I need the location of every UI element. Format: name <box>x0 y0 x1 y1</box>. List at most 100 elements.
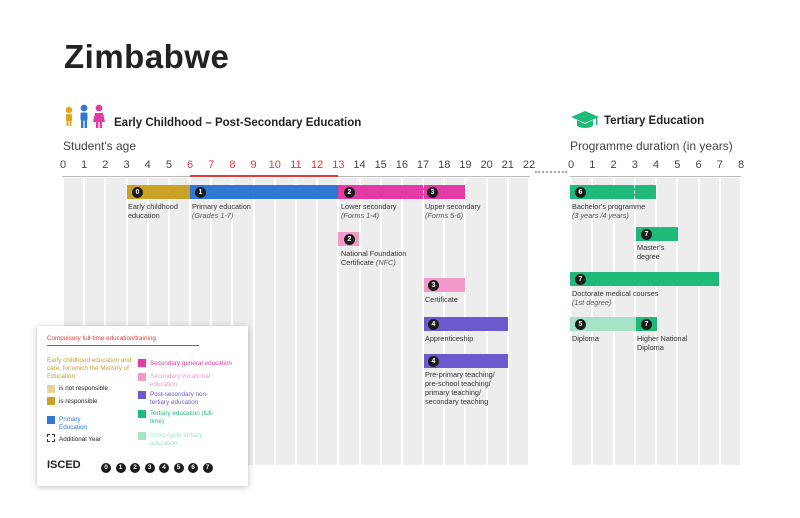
doctorate-label: Doctorate medical courses (1st degree) <box>572 289 672 307</box>
isced-badge: 2 <box>344 234 355 245</box>
age-tick: 3 <box>123 159 130 171</box>
bachelor-name: Bachelor's programme <box>572 202 646 211</box>
year-tick: 5 <box>674 159 681 171</box>
bar-doctorate <box>570 272 719 286</box>
age-tick: 11 <box>290 159 302 171</box>
isced-level-badge: 4 <box>159 463 169 473</box>
legend-additional: Additional Year <box>59 436 102 443</box>
apprenticeship-label: Apprenticeship <box>425 334 474 343</box>
isced-badge: 2 <box>344 187 355 198</box>
age-column <box>381 178 401 465</box>
legend-swatch-sec-general <box>138 359 146 367</box>
isced-badge: 7 <box>575 274 586 285</box>
legend-tertiary: Tertiary education (full-time) <box>150 410 214 425</box>
age-tick: 1 <box>81 159 88 171</box>
bar-lower-secondary <box>338 185 424 199</box>
legend-post-secondary: Post-secondary non-tertiary education <box>150 391 209 406</box>
primary-name: Primary education <box>192 202 251 211</box>
nfc-sub: (NFC) <box>375 258 396 267</box>
age-tick: 18 <box>438 159 451 171</box>
age-tick: 9 <box>250 159 257 171</box>
age-tick: 22 <box>522 159 536 171</box>
isced-level-badge: 5 <box>173 463 184 473</box>
bar-diploma <box>570 317 636 331</box>
year-tick: 7 <box>716 159 723 171</box>
age-tick: 0 <box>59 159 67 171</box>
isced-badge: 3 <box>428 280 439 291</box>
legend-responsible: is responsible <box>59 398 98 405</box>
certificate-label: Certificate <box>425 295 458 304</box>
age-tick: 15 <box>374 159 387 171</box>
graduation-cap-icon <box>570 110 600 130</box>
year-column <box>657 178 677 465</box>
age-tick: 20 <box>480 159 493 171</box>
bar-apprenticeship <box>424 317 508 331</box>
isced-level-badge: 0 <box>101 463 111 473</box>
legend-swatch-tertiary <box>138 410 146 418</box>
legend-swatch-responsible <box>47 397 55 405</box>
isced-level-badge: 1 <box>115 463 126 473</box>
isced-badge: 4 <box>428 356 439 367</box>
year-column <box>678 178 698 465</box>
age-column <box>296 178 317 465</box>
isced-level-badge: 3 <box>144 463 155 473</box>
isced-level-badge: 2 <box>130 463 140 473</box>
age-column <box>402 178 423 465</box>
upper-secondary-sub: (Forms 5-6) <box>425 211 464 220</box>
isced-level-badge: 6 <box>188 463 198 473</box>
legend-swatch-primary <box>47 416 55 424</box>
age-column <box>275 178 295 465</box>
age-tick: 17 <box>416 159 430 171</box>
isced-badge: 7 <box>641 229 652 240</box>
age-column <box>360 178 380 465</box>
legend-swatch-post-secondary <box>138 391 146 399</box>
lower-secondary-sub: (Forms 1-4) <box>341 211 380 220</box>
bachelor-sub: (3 years /4 years) <box>572 211 629 220</box>
primary-sub: (Grades 1-7) <box>192 211 234 220</box>
age-tick: 7 <box>208 159 215 171</box>
lower-secondary-name: Lower secondary <box>341 202 397 211</box>
isced-badge: 4 <box>428 319 439 330</box>
legend-compulsory-line <box>47 345 199 346</box>
isced-badge: 7 <box>641 319 652 330</box>
year-column <box>720 178 740 465</box>
age-tick: 14 <box>353 159 366 171</box>
legend-compulsory-text: Compulsory full-time education/training <box>47 335 156 342</box>
age-tick: 8 <box>229 159 236 171</box>
age-column <box>339 178 359 465</box>
age-axis-title: Student's age <box>63 139 137 153</box>
isced-badge: 1 <box>195 187 206 198</box>
age-tick: 13 <box>332 159 345 171</box>
doctorate-name: Doctorate medical courses <box>572 289 659 298</box>
year-tick: 2 <box>610 159 617 171</box>
upper-secondary-name: Upper secondary <box>425 202 481 211</box>
nfc-name: National Foundation Certificate <box>341 249 407 267</box>
legend-short-cycle: Short-cycle tertiary education <box>150 432 203 447</box>
teaching-label: Pre-primary teaching/ pre-school teachin… <box>425 370 495 406</box>
doctorate-sub: (1st degree) <box>572 298 612 307</box>
section-left-heading: Early Childhood – Post-Secondary Educati… <box>114 117 362 129</box>
age-tick: 12 <box>311 159 324 171</box>
isced-badge: 6 <box>575 187 586 198</box>
age-column <box>318 178 338 465</box>
age-column <box>254 178 274 465</box>
bachelor-label: Bachelor's programme (3 years /4 years) <box>572 202 662 220</box>
legend-swatch-additional <box>47 434 55 442</box>
duration-axis-line <box>570 176 741 177</box>
legend-panel: Compulsory full-time education/training … <box>37 326 248 486</box>
age-tick: 10 <box>268 159 281 171</box>
hnd-label: Higher National Diploma <box>637 334 688 352</box>
legend-sec-general: Secondary general education <box>150 360 232 367</box>
year-tick: 1 <box>589 159 596 171</box>
age-column <box>508 178 528 465</box>
additional-year-marker <box>423 185 424 199</box>
age-tick: 16 <box>395 159 408 171</box>
age-tick: 5 <box>165 159 172 171</box>
year-tick: 0 <box>567 159 575 171</box>
axis-break-dots <box>535 171 567 173</box>
bachelor-extra-year-marker <box>634 185 635 199</box>
bar-teaching <box>424 354 508 368</box>
bar-primary <box>190 185 338 199</box>
isced-badge: 5 <box>575 319 586 330</box>
legend-primary: Primary Education <box>59 416 88 431</box>
